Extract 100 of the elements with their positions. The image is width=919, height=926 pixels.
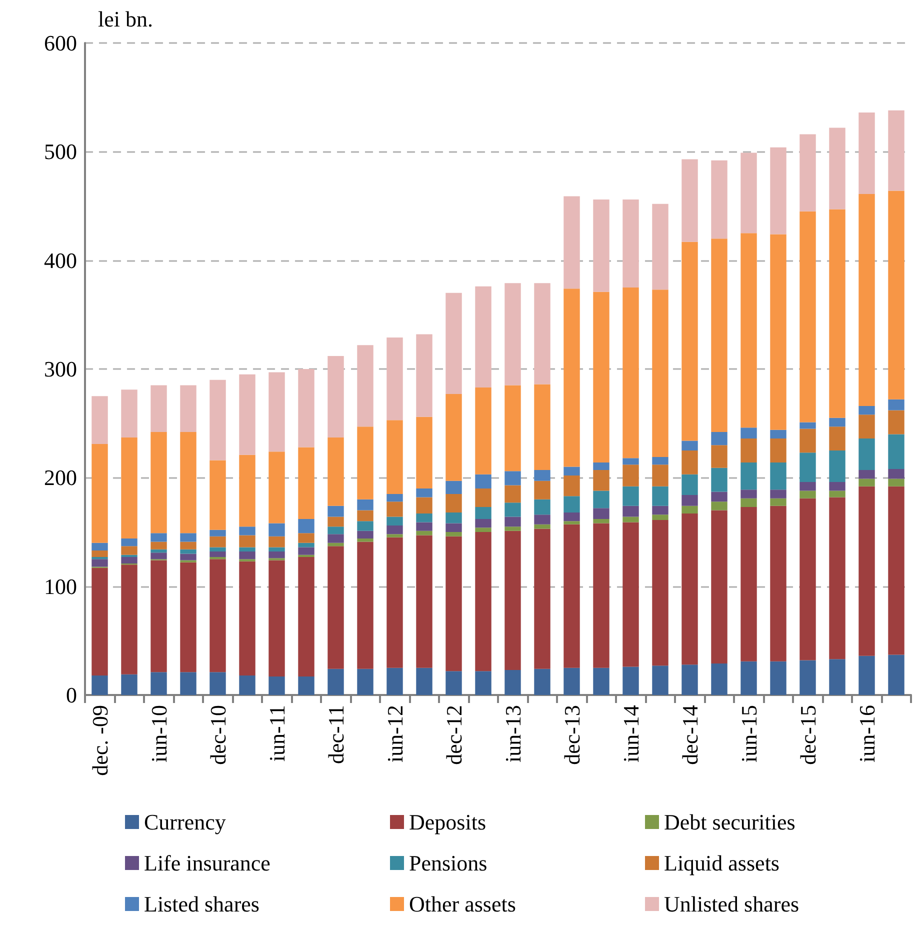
bar bbox=[858, 656, 875, 695]
bar bbox=[593, 490, 610, 508]
bar bbox=[180, 672, 196, 695]
bar bbox=[800, 498, 816, 660]
bar bbox=[564, 475, 580, 496]
bar bbox=[829, 418, 846, 427]
bar bbox=[121, 556, 138, 564]
bar bbox=[92, 444, 108, 543]
x-tick-label: dec-13 bbox=[559, 705, 584, 765]
bar bbox=[328, 534, 344, 543]
bar bbox=[92, 396, 108, 444]
bar bbox=[858, 112, 875, 194]
legend-label: Pensions bbox=[409, 850, 488, 876]
bar bbox=[298, 556, 314, 677]
bar bbox=[888, 478, 904, 486]
bar bbox=[150, 672, 167, 695]
bar bbox=[534, 514, 550, 524]
bar bbox=[475, 532, 492, 672]
bar bbox=[150, 552, 167, 560]
x-tick-label: dec. -09 bbox=[87, 705, 112, 776]
bar bbox=[504, 485, 521, 503]
bar bbox=[682, 495, 698, 506]
bar bbox=[121, 564, 138, 674]
bar bbox=[682, 514, 698, 665]
bar bbox=[210, 559, 226, 672]
bar bbox=[652, 506, 668, 515]
bar bbox=[829, 450, 846, 482]
bar bbox=[593, 523, 610, 668]
bar bbox=[446, 494, 462, 512]
bar bbox=[328, 356, 344, 438]
bar bbox=[504, 516, 521, 527]
x-tick-label: iun-11 bbox=[264, 705, 290, 762]
bar bbox=[357, 510, 374, 522]
bar bbox=[416, 334, 432, 417]
bar bbox=[150, 542, 167, 550]
bar bbox=[800, 422, 816, 429]
bar bbox=[593, 518, 610, 524]
bar bbox=[210, 552, 226, 557]
x-tick-label: iun-16 bbox=[854, 705, 880, 762]
bar bbox=[800, 482, 816, 491]
bar bbox=[92, 542, 108, 550]
bar bbox=[770, 438, 786, 462]
bar bbox=[386, 337, 403, 420]
bar bbox=[386, 494, 403, 502]
bar bbox=[357, 530, 374, 539]
bar bbox=[357, 521, 374, 531]
bar bbox=[121, 546, 138, 555]
bar bbox=[622, 288, 639, 458]
bar bbox=[268, 547, 285, 552]
bar bbox=[210, 556, 226, 560]
bar bbox=[386, 420, 403, 494]
bar bbox=[800, 211, 816, 422]
bar bbox=[740, 233, 757, 428]
bar bbox=[770, 430, 786, 439]
y-tick-label: 100 bbox=[44, 574, 77, 599]
bar bbox=[475, 488, 492, 508]
bar bbox=[858, 194, 875, 406]
bar bbox=[652, 666, 668, 695]
bar bbox=[711, 445, 728, 468]
bar bbox=[504, 385, 521, 472]
bar bbox=[328, 437, 344, 506]
bar bbox=[239, 561, 256, 676]
bar bbox=[711, 492, 728, 502]
bar bbox=[622, 458, 639, 465]
bar bbox=[534, 470, 550, 481]
bar bbox=[357, 668, 374, 695]
bar bbox=[682, 440, 698, 450]
bar bbox=[210, 380, 226, 460]
bar bbox=[652, 457, 668, 465]
bar bbox=[475, 507, 492, 519]
bar bbox=[328, 506, 344, 517]
bar bbox=[416, 535, 432, 668]
bar bbox=[92, 550, 108, 557]
bar bbox=[328, 668, 344, 695]
bar bbox=[150, 432, 167, 534]
bar bbox=[534, 480, 550, 500]
bar bbox=[858, 414, 875, 439]
bar bbox=[770, 661, 786, 695]
bar bbox=[357, 538, 374, 542]
bar bbox=[622, 486, 639, 506]
bar bbox=[829, 490, 846, 498]
bar bbox=[298, 369, 314, 448]
bar bbox=[180, 542, 196, 550]
bar bbox=[622, 199, 639, 288]
bar bbox=[652, 514, 668, 520]
bar bbox=[92, 556, 108, 560]
bar bbox=[504, 283, 521, 386]
bar bbox=[564, 496, 580, 512]
bar bbox=[504, 670, 521, 695]
bar bbox=[268, 552, 285, 558]
legend-label: Life insurance bbox=[144, 850, 270, 876]
bar bbox=[652, 486, 668, 506]
bar bbox=[328, 542, 344, 546]
bar bbox=[180, 432, 196, 534]
bar bbox=[328, 526, 344, 534]
bar bbox=[446, 523, 462, 532]
bar bbox=[770, 147, 786, 234]
bar bbox=[446, 394, 462, 481]
bar bbox=[593, 462, 610, 470]
bar bbox=[298, 533, 314, 543]
